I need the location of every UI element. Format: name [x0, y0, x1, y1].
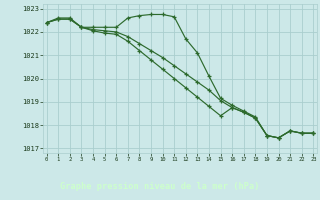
Text: Graphe pression niveau de la mer (hPa): Graphe pression niveau de la mer (hPa) [60, 182, 260, 191]
